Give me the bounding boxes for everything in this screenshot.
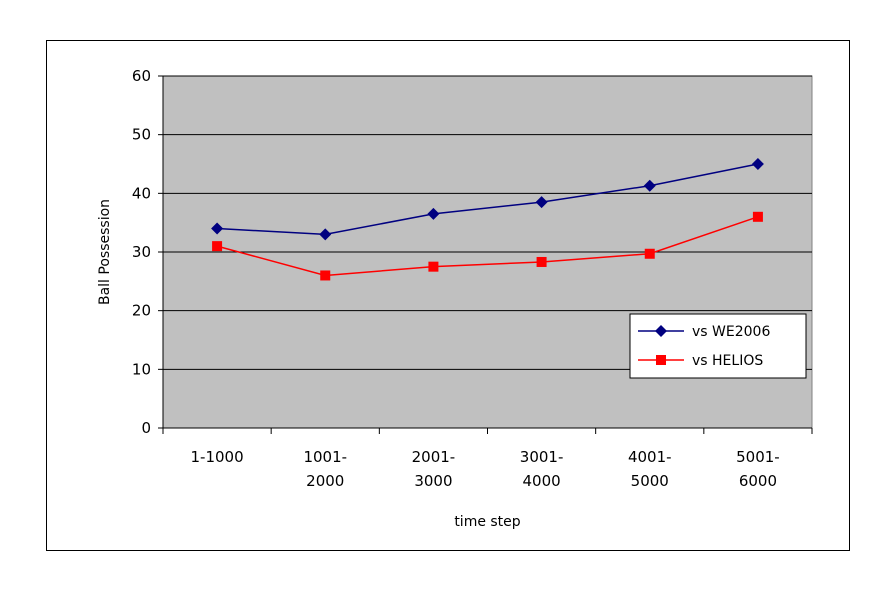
x-tick-label: 5001-6000	[736, 448, 780, 490]
y-tick-label: 0	[141, 419, 151, 437]
grid-lines	[163, 75, 812, 370]
y-axis-title: Ball Possession	[97, 199, 113, 305]
y-tick-label: 40	[132, 184, 151, 202]
data-point	[319, 228, 332, 241]
data-point	[644, 248, 655, 259]
legend-label: vs WE2006	[692, 324, 770, 340]
data-point	[211, 222, 224, 235]
y-tick-label: 60	[132, 67, 151, 85]
series-layer	[211, 158, 764, 281]
legend-marker	[656, 355, 666, 365]
legend-box	[629, 313, 807, 379]
data-point	[643, 179, 656, 192]
series-line	[217, 163, 759, 236]
data-point	[428, 261, 439, 272]
x-axis-title: time step	[454, 514, 520, 530]
data-point	[536, 256, 547, 267]
x-tick-label: 3001-4000	[520, 448, 564, 490]
data-point	[320, 270, 331, 281]
legend-label: vs HELIOS	[692, 353, 763, 369]
data-point	[752, 211, 763, 222]
y-tick-label: 20	[132, 302, 151, 320]
x-tick-label: 2001-3000	[412, 448, 456, 490]
legend-entry: vs WE2006	[638, 324, 770, 340]
legend-entry: vs HELIOS	[638, 353, 763, 369]
series-1	[211, 158, 764, 241]
x-tick-label: 1001-2000	[303, 448, 347, 490]
data-point	[212, 241, 223, 252]
x-tick-label: 4001-5000	[628, 448, 672, 490]
y-tick-label: 30	[132, 243, 151, 261]
series-2	[212, 211, 763, 281]
y-tick-label: 10	[132, 360, 151, 378]
x-tick-label: 1-1000	[191, 448, 244, 466]
data-point	[535, 196, 548, 209]
data-point	[751, 158, 764, 170]
legend-marker	[655, 325, 667, 337]
x-axis-ticks: 1-1000 1001-2000 2001-3000 3001-4000 4001-50…	[162, 428, 813, 490]
series-line	[216, 216, 759, 277]
y-tick-label: 50	[132, 126, 151, 144]
data-point	[427, 207, 440, 220]
legend: vs WE2006 vs HELIOS	[629, 313, 807, 379]
